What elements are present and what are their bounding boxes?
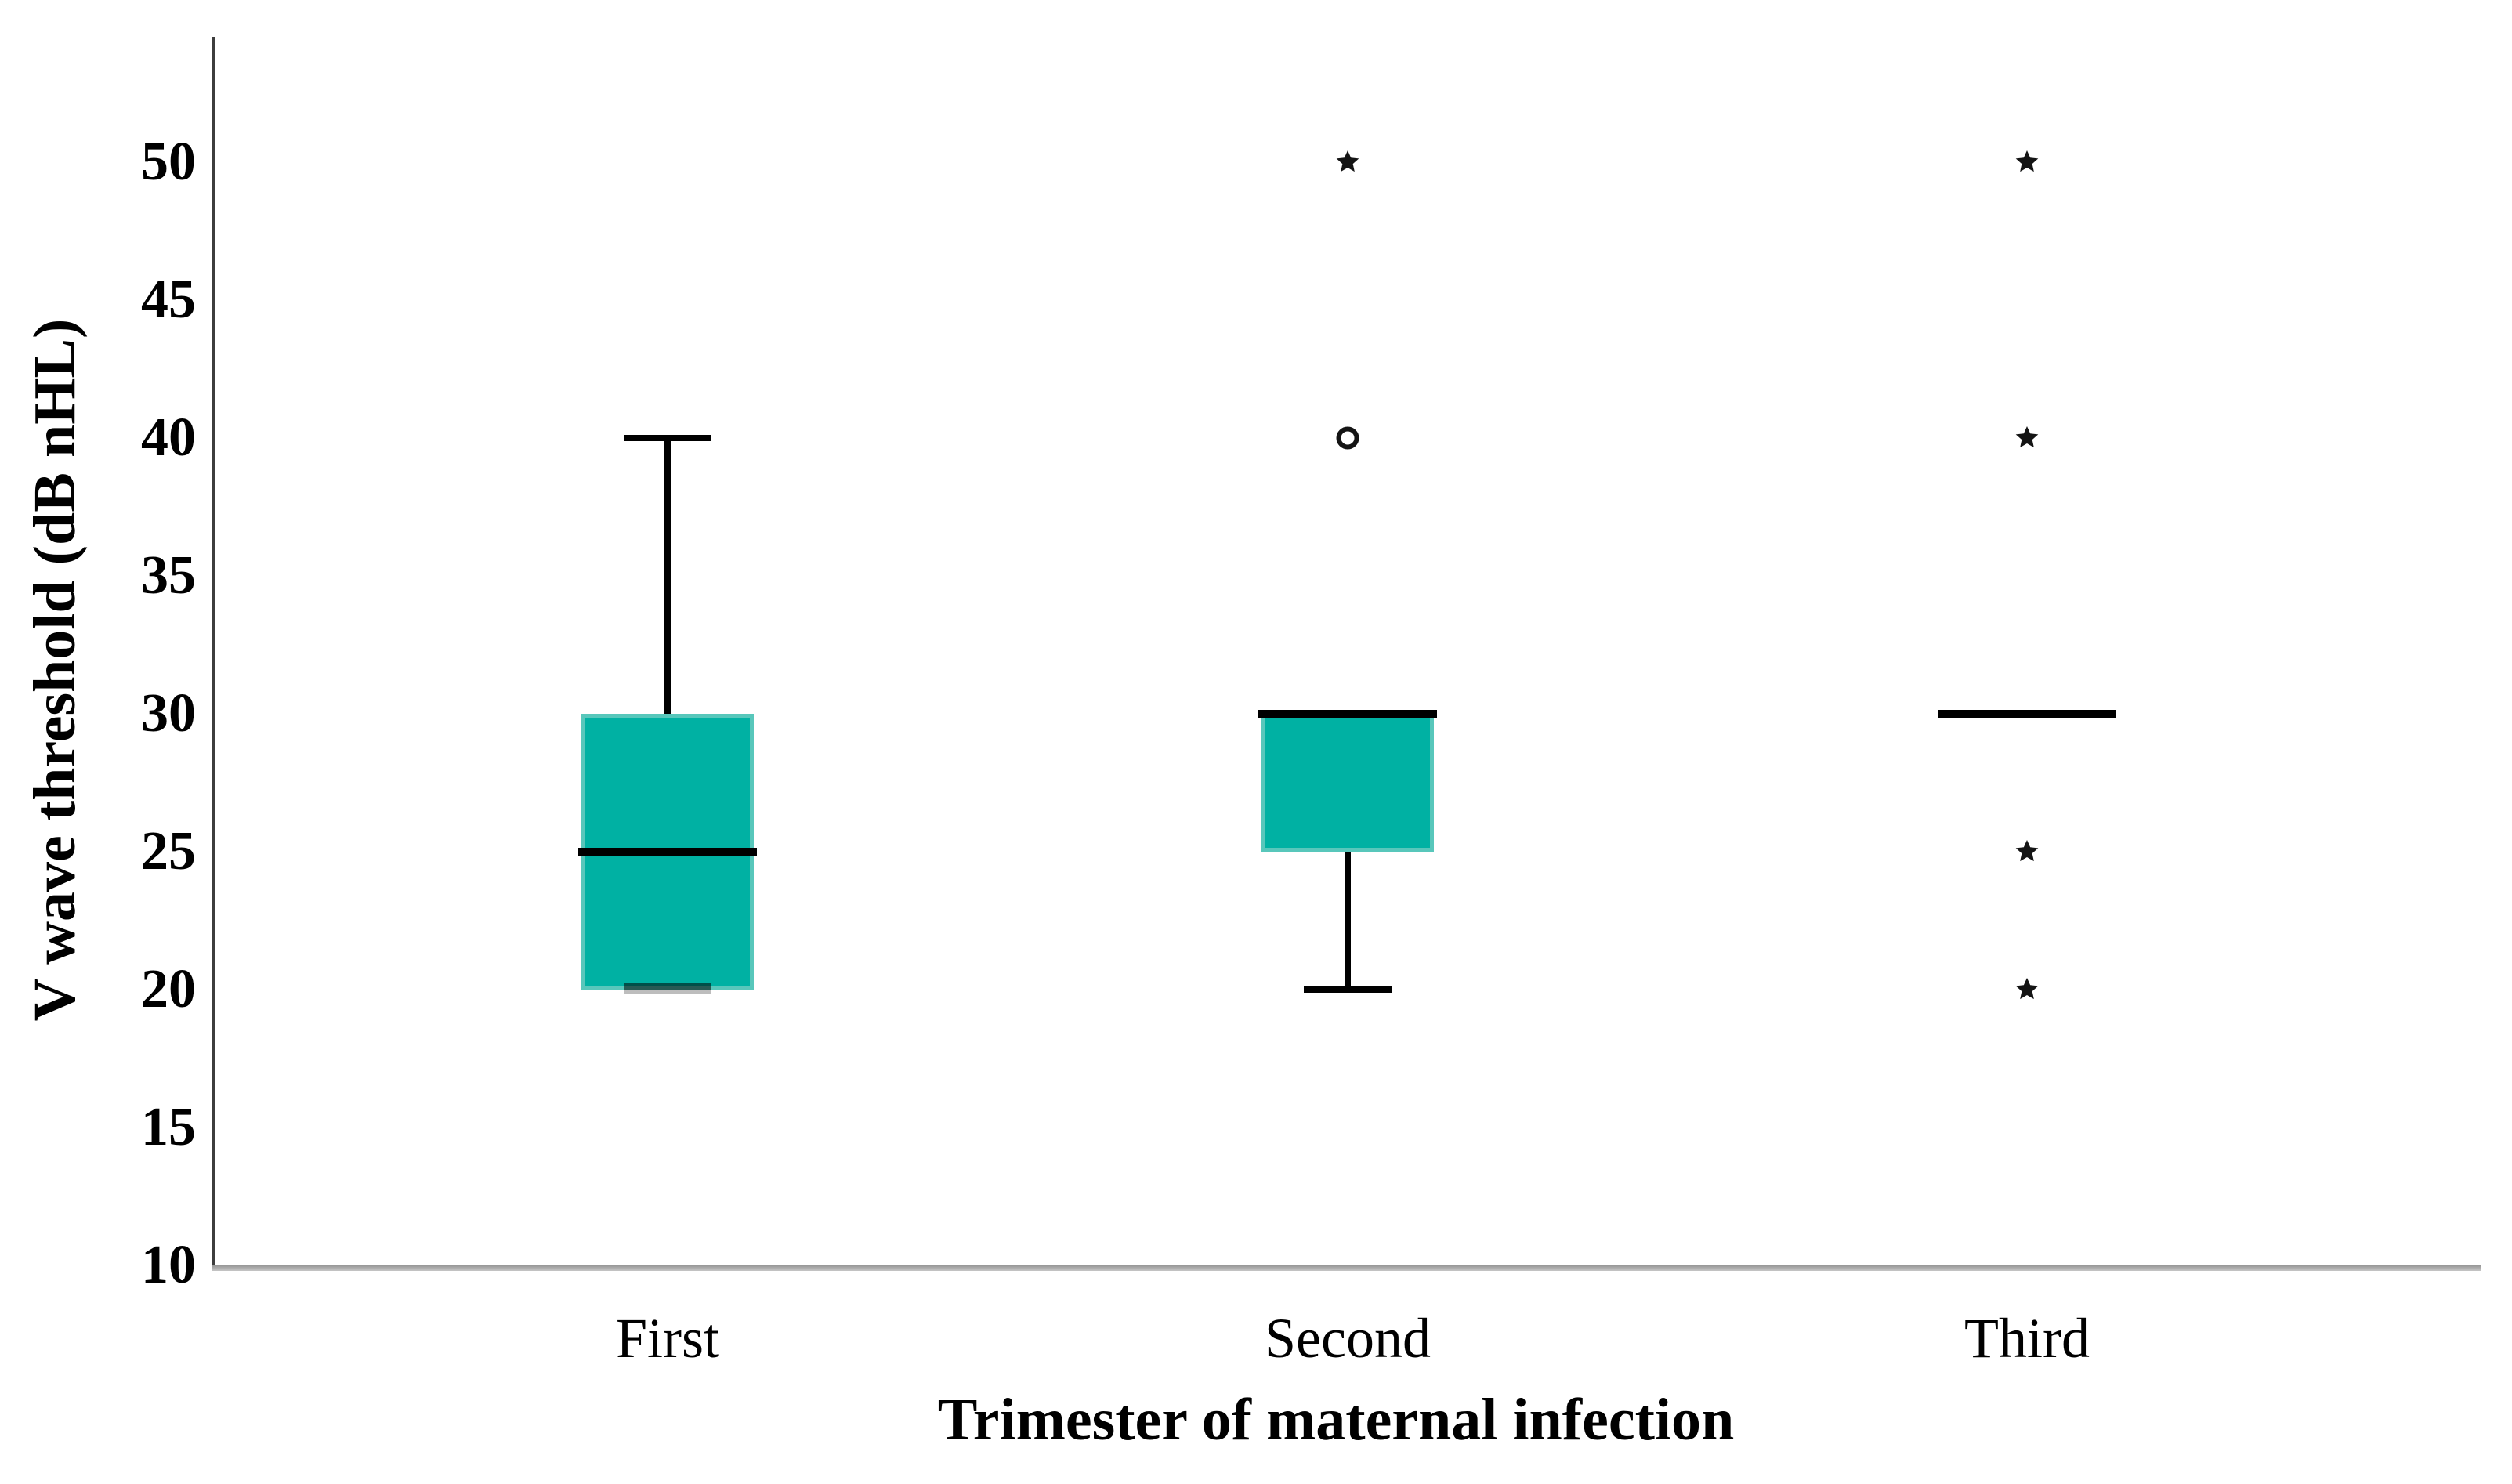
box xyxy=(1261,714,1434,852)
circle-outlier-icon xyxy=(1336,426,1359,450)
category-label: Third xyxy=(1964,1307,2090,1370)
median-line xyxy=(578,848,757,856)
median-line xyxy=(1938,710,2116,718)
y-tick-label: 20 xyxy=(141,959,196,1019)
category-label: Second xyxy=(1265,1307,1431,1370)
whisker-line xyxy=(664,438,671,714)
star-outlier-icon xyxy=(2014,150,2040,175)
whisker-cap xyxy=(1304,986,1392,993)
star-outlier-icon xyxy=(2014,839,2040,864)
y-tick-label: 15 xyxy=(141,1097,196,1157)
y-tick-label: 25 xyxy=(141,821,196,881)
star-outlier-icon xyxy=(2014,977,2040,1002)
y-tick-label: 45 xyxy=(141,270,196,330)
median-line xyxy=(1258,710,1437,718)
star-outlier-icon xyxy=(1335,150,1360,175)
whisker-cap-shadow xyxy=(624,990,711,994)
y-tick-label: 10 xyxy=(141,1235,196,1295)
x-axis-line xyxy=(212,1265,2481,1271)
whisker-cap xyxy=(624,435,711,441)
y-axis-line xyxy=(212,37,215,1271)
whisker-line xyxy=(1345,852,1351,990)
category-label: First xyxy=(615,1307,720,1370)
whisker-cap xyxy=(624,983,711,990)
x-axis-title: Trimester of maternal infection xyxy=(937,1387,1735,1453)
y-tick-label: 50 xyxy=(141,132,196,192)
y-tick-label: 35 xyxy=(141,545,196,606)
y-tick-label: 40 xyxy=(141,407,196,468)
star-outlier-icon xyxy=(2014,425,2040,451)
y-tick-label: 30 xyxy=(141,683,196,744)
